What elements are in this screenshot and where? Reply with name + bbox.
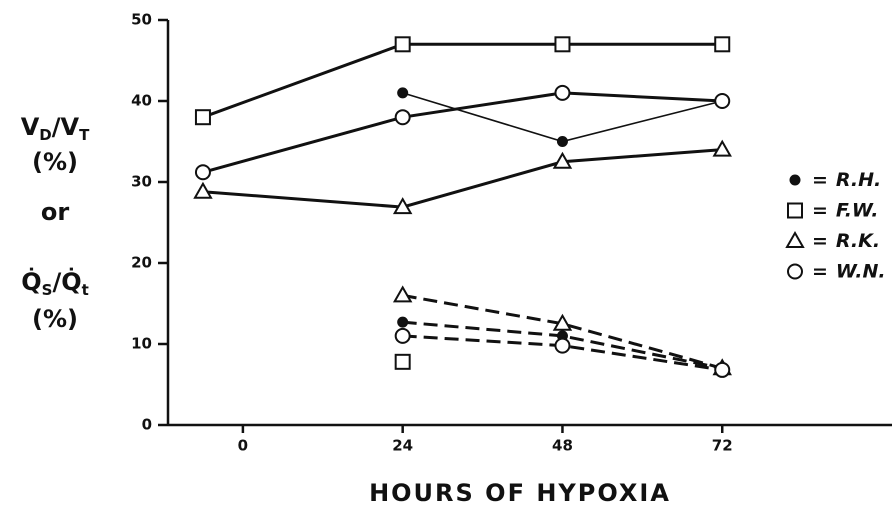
series-line [202, 91, 723, 174]
legend-entry: = R.K. [812, 230, 880, 252]
x-tick-label: 48 [552, 437, 573, 455]
legend-name: R.K. [836, 230, 880, 252]
y-label-part: D [39, 126, 51, 144]
marker-square [394, 36, 411, 53]
marker-circle [394, 109, 411, 126]
y-label-part: S [42, 281, 53, 299]
marker-triangle [193, 181, 213, 199]
x-tick-label: 0 [238, 437, 248, 455]
legend-marker [789, 174, 801, 186]
series-line [202, 42, 723, 119]
legend-separator: = [812, 199, 828, 221]
y-axis-label: VD/VT [21, 113, 90, 144]
legend-name: W.N. [836, 260, 886, 282]
legend-name: F.W. [836, 199, 879, 221]
y-label-part: (%) [32, 148, 78, 176]
y-label-part: V [21, 113, 40, 141]
marker-square [714, 36, 731, 53]
marker-dot [556, 136, 568, 147]
y-axis-label: Q̇S/Q̇t [21, 268, 89, 299]
x-axis-label: HOURS OF HYPOXIA [369, 479, 671, 507]
legend-marker [787, 202, 803, 219]
y-label-part: /V [52, 113, 80, 141]
legend-entry: = R.H. [812, 169, 881, 191]
y-tick-label: 20 [131, 254, 152, 272]
y-tick-label: 30 [131, 173, 152, 191]
legend-separator: = [812, 260, 828, 282]
y-tick-label: 50 [131, 11, 152, 29]
marker-square [554, 36, 571, 53]
legend-marker [787, 263, 803, 280]
y-tick-label: 10 [131, 335, 152, 353]
marker-triangle [552, 313, 573, 331]
series-line [202, 148, 723, 209]
x-tick-label: 72 [712, 437, 733, 455]
legend-marker [785, 230, 805, 248]
marker-circle [194, 164, 211, 181]
marker-circle [554, 337, 571, 354]
marker-circle [714, 361, 731, 378]
dashed-line [402, 293, 723, 370]
legend-entry: = W.N. [812, 260, 886, 282]
y-tick-label: 40 [131, 92, 152, 110]
y-label-part: or [41, 198, 69, 226]
y-axis-label: (%) [32, 148, 78, 176]
y-label-part: T [79, 126, 90, 144]
marker-triangle [712, 139, 732, 157]
y-label-part: t [82, 281, 89, 299]
marker-triangle [552, 151, 573, 169]
legend-name: R.H. [836, 169, 881, 191]
y-label-part: /Q̇ [52, 268, 81, 296]
x-tick-label: 24 [392, 437, 413, 455]
y-label-part: (%) [32, 305, 78, 333]
marker-triangle [392, 285, 413, 303]
y-tick-label: 0 [142, 416, 152, 434]
marker-circle [554, 84, 571, 101]
marker-dot [397, 316, 409, 328]
marker-circle [714, 93, 731, 109]
legend-separator: = [812, 230, 828, 252]
y-label-part: Q̇ [21, 268, 41, 296]
marker-dot [397, 87, 409, 99]
y-axis-label: (%) [32, 305, 78, 333]
legend-entry: = F.W. [812, 199, 878, 221]
marker-circle [394, 327, 411, 344]
marker-square [194, 109, 211, 126]
marker-square [394, 353, 411, 370]
y-axis-label: or [41, 198, 69, 226]
marker-triangle [392, 197, 413, 215]
legend-separator: = [812, 169, 828, 191]
